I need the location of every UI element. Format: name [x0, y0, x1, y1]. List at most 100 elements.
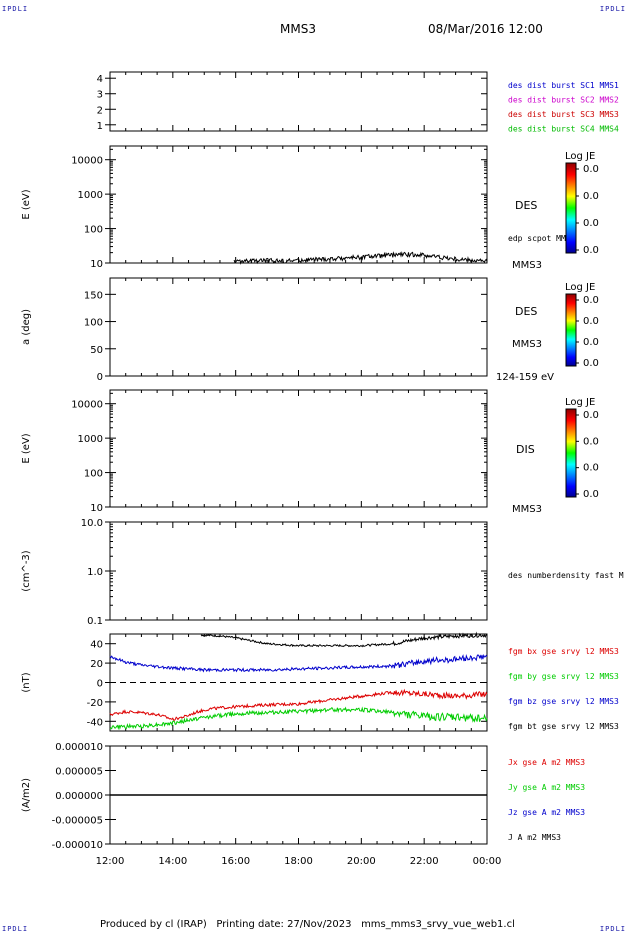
- colorbar-tick-label: 0.0: [583, 463, 599, 474]
- y-tick-label: -0.000010: [52, 840, 103, 851]
- colorbar-tick-label: 0.0: [583, 316, 599, 327]
- panel-frame: [109, 521, 488, 621]
- series-line: [109, 706, 488, 731]
- colorbar-gradient: [565, 162, 577, 254]
- y-tick-label: 100: [84, 469, 103, 480]
- y-tick-label: 40: [90, 640, 103, 651]
- corner-mark-bottom-right: IPDLI: [599, 925, 626, 933]
- panel-burst: 1 2 3 4 des dist burst SC1 MMS1 des dist burs…: [97, 71, 619, 134]
- colorbar-title: Log JE: [565, 397, 595, 408]
- y-tick-label: 10: [90, 503, 103, 514]
- spacecraft-label: MMS3: [512, 260, 542, 271]
- y-tick-label: -40: [87, 717, 103, 728]
- time-tick-label: 20:00: [347, 856, 376, 867]
- footer-printing-date: Printing date: 27/Nov/2023: [216, 919, 352, 930]
- panel-frame: [109, 277, 488, 377]
- colorbar-tick-label: 0.0: [583, 436, 599, 447]
- colorbar-tick-label: 0.0: [583, 410, 599, 421]
- colorbar-tick-label: 0.0: [583, 164, 599, 175]
- time-tick-label: 00:00: [473, 856, 502, 867]
- datetime-title: 08/Mar/2016 12:00: [428, 22, 543, 36]
- y-tick-label: 1000: [78, 434, 103, 445]
- colorbar-title: Log JE: [565, 151, 595, 162]
- panel-des_energy: 10 100 1000 10000 E (eV) DES edp scpot MMS3 MMS…: [21, 145, 576, 271]
- y-tick-label: 100: [84, 225, 103, 236]
- instrument-label: DES: [515, 199, 537, 212]
- colorbar-tick-label: 0.0: [583, 295, 599, 306]
- y-axis-title: E (eV): [21, 433, 32, 463]
- footer-produced: Produced by cl (IRAP): [100, 919, 207, 930]
- instrument-label: DIS: [516, 443, 535, 456]
- colorbar-1: Log JE 0.0 0.0 0.0 0.0: [565, 151, 599, 256]
- panel-frame: [109, 71, 488, 132]
- legend-entry: des dist burst SC1 MMS1: [508, 81, 619, 90]
- y-tick-label: 1.0: [87, 567, 103, 578]
- y-tick-label: 2: [97, 105, 103, 116]
- colorbar-tick-label: 0.0: [583, 337, 599, 348]
- legend-entry: des dist burst SC2 MMS2: [508, 96, 619, 105]
- panel-des_pitch: 0 50 100 150 a (deg) DES MMS3 124-159 eV: [21, 277, 554, 383]
- colorbar-2: Log JE 0.0 0.0 0.0 0.0: [565, 282, 599, 369]
- y-tick-label: 0.000000: [55, 791, 103, 802]
- colorbar-title: Log JE: [565, 282, 595, 293]
- colorbar-tick-label: 0.0: [583, 358, 599, 369]
- y-axis-title: E (eV): [21, 189, 32, 219]
- footer-product: mms_mms3_srvy_vue_web1.cl: [361, 919, 515, 930]
- colorbar-3: Log JE 0.0 0.0 0.0 0.0: [565, 397, 599, 500]
- colorbar-gradient: [565, 408, 577, 498]
- y-tick-label: 0: [97, 679, 103, 690]
- footer-line: Produced by cl (IRAP) Printing date: 27/…: [100, 919, 515, 930]
- corner-mark-top-left: IPDLI: [2, 5, 29, 13]
- series-line: [109, 653, 488, 673]
- y-tick-label: 1: [97, 121, 103, 132]
- time-tick-label: 16:00: [221, 856, 250, 867]
- legend-entry: Jy gse A m2 MMS3: [508, 783, 585, 792]
- colorbar-tick-label: 0.0: [583, 489, 599, 500]
- y-tick-label: 0: [97, 372, 103, 383]
- panel-frame: [109, 389, 488, 508]
- spacecraft-title: MMS3: [280, 22, 316, 36]
- panel-density: 0.1 1.0 10.0 (cm^-3) des numberdensity fast …: [21, 518, 624, 627]
- y-tick-label: -20: [87, 698, 103, 709]
- legend-entry: fgm bz gse srvy l2 MMS3: [508, 697, 619, 706]
- colorbar-gradient: [565, 293, 577, 367]
- overlay-label: edp scpot MMS3: [508, 234, 576, 243]
- time-axis: 12:00 14:00 16:00 18:00 20:00 22:00 00:00: [96, 856, 502, 867]
- time-tick-label: 14:00: [158, 856, 187, 867]
- time-tick-label: 22:00: [410, 856, 439, 867]
- y-tick-label: 3: [97, 90, 103, 101]
- instrument-label: DES: [515, 305, 537, 318]
- y-tick-label: 150: [84, 290, 103, 301]
- y-tick-label: 10: [90, 259, 103, 270]
- y-tick-label: 1000: [78, 190, 103, 201]
- y-tick-label: -0.000005: [52, 816, 103, 827]
- y-tick-label: 10.0: [81, 518, 103, 529]
- colorbar-tick-label: 0.0: [583, 245, 599, 256]
- y-axis-title: (cm^-3): [21, 550, 32, 591]
- spacecraft-label: MMS3: [512, 504, 542, 515]
- energy-range-label: 124-159 eV: [496, 372, 554, 383]
- y-tick-label: 20: [90, 659, 103, 670]
- panel-frame: [109, 145, 488, 264]
- time-tick-label: 18:00: [284, 856, 313, 867]
- y-tick-label: 10000: [71, 156, 103, 167]
- legend-entry: des dist burst SC4 MMS4: [508, 125, 619, 134]
- legend-entry: des dist burst SC3 MMS3: [508, 110, 619, 119]
- y-axis-title: (A/m2): [21, 778, 32, 812]
- y-axis-title: (nT): [21, 672, 32, 692]
- y-tick-label: 4: [97, 74, 103, 85]
- y-tick-label: 0.000005: [55, 767, 103, 778]
- corner-mark-bottom-left: IPDLI: [2, 925, 29, 933]
- legend-entry: Jz gse A m2 MMS3: [508, 808, 585, 817]
- panel-current: -0.000010 -0.000005 0.000000 0.000005 0.0000…: [21, 742, 585, 851]
- corner-mark-top-right: IPDLI: [599, 5, 626, 13]
- colorbar-tick-label: 0.0: [583, 218, 599, 229]
- series-line: [200, 631, 488, 648]
- colorbar-tick-label: 0.0: [583, 191, 599, 202]
- y-tick-label: 50: [90, 345, 103, 356]
- series-line: [109, 688, 488, 721]
- y-tick-label: 100: [84, 318, 103, 329]
- y-tick-label: 0.1: [87, 616, 103, 627]
- y-tick-label: 0.000010: [55, 742, 103, 753]
